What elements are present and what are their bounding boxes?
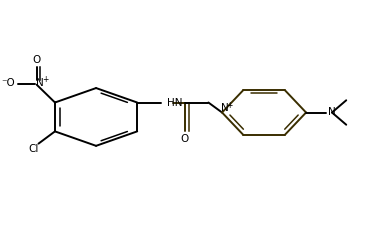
Text: N: N [36, 77, 44, 88]
Text: N: N [328, 108, 336, 117]
Text: O: O [180, 133, 189, 144]
Text: ⁻O: ⁻O [2, 77, 15, 88]
Text: N: N [221, 104, 229, 113]
Text: HN: HN [167, 97, 182, 108]
Text: Cl: Cl [28, 144, 39, 153]
Text: O: O [33, 55, 41, 65]
Text: +: + [226, 101, 233, 110]
Text: +: + [43, 75, 49, 84]
